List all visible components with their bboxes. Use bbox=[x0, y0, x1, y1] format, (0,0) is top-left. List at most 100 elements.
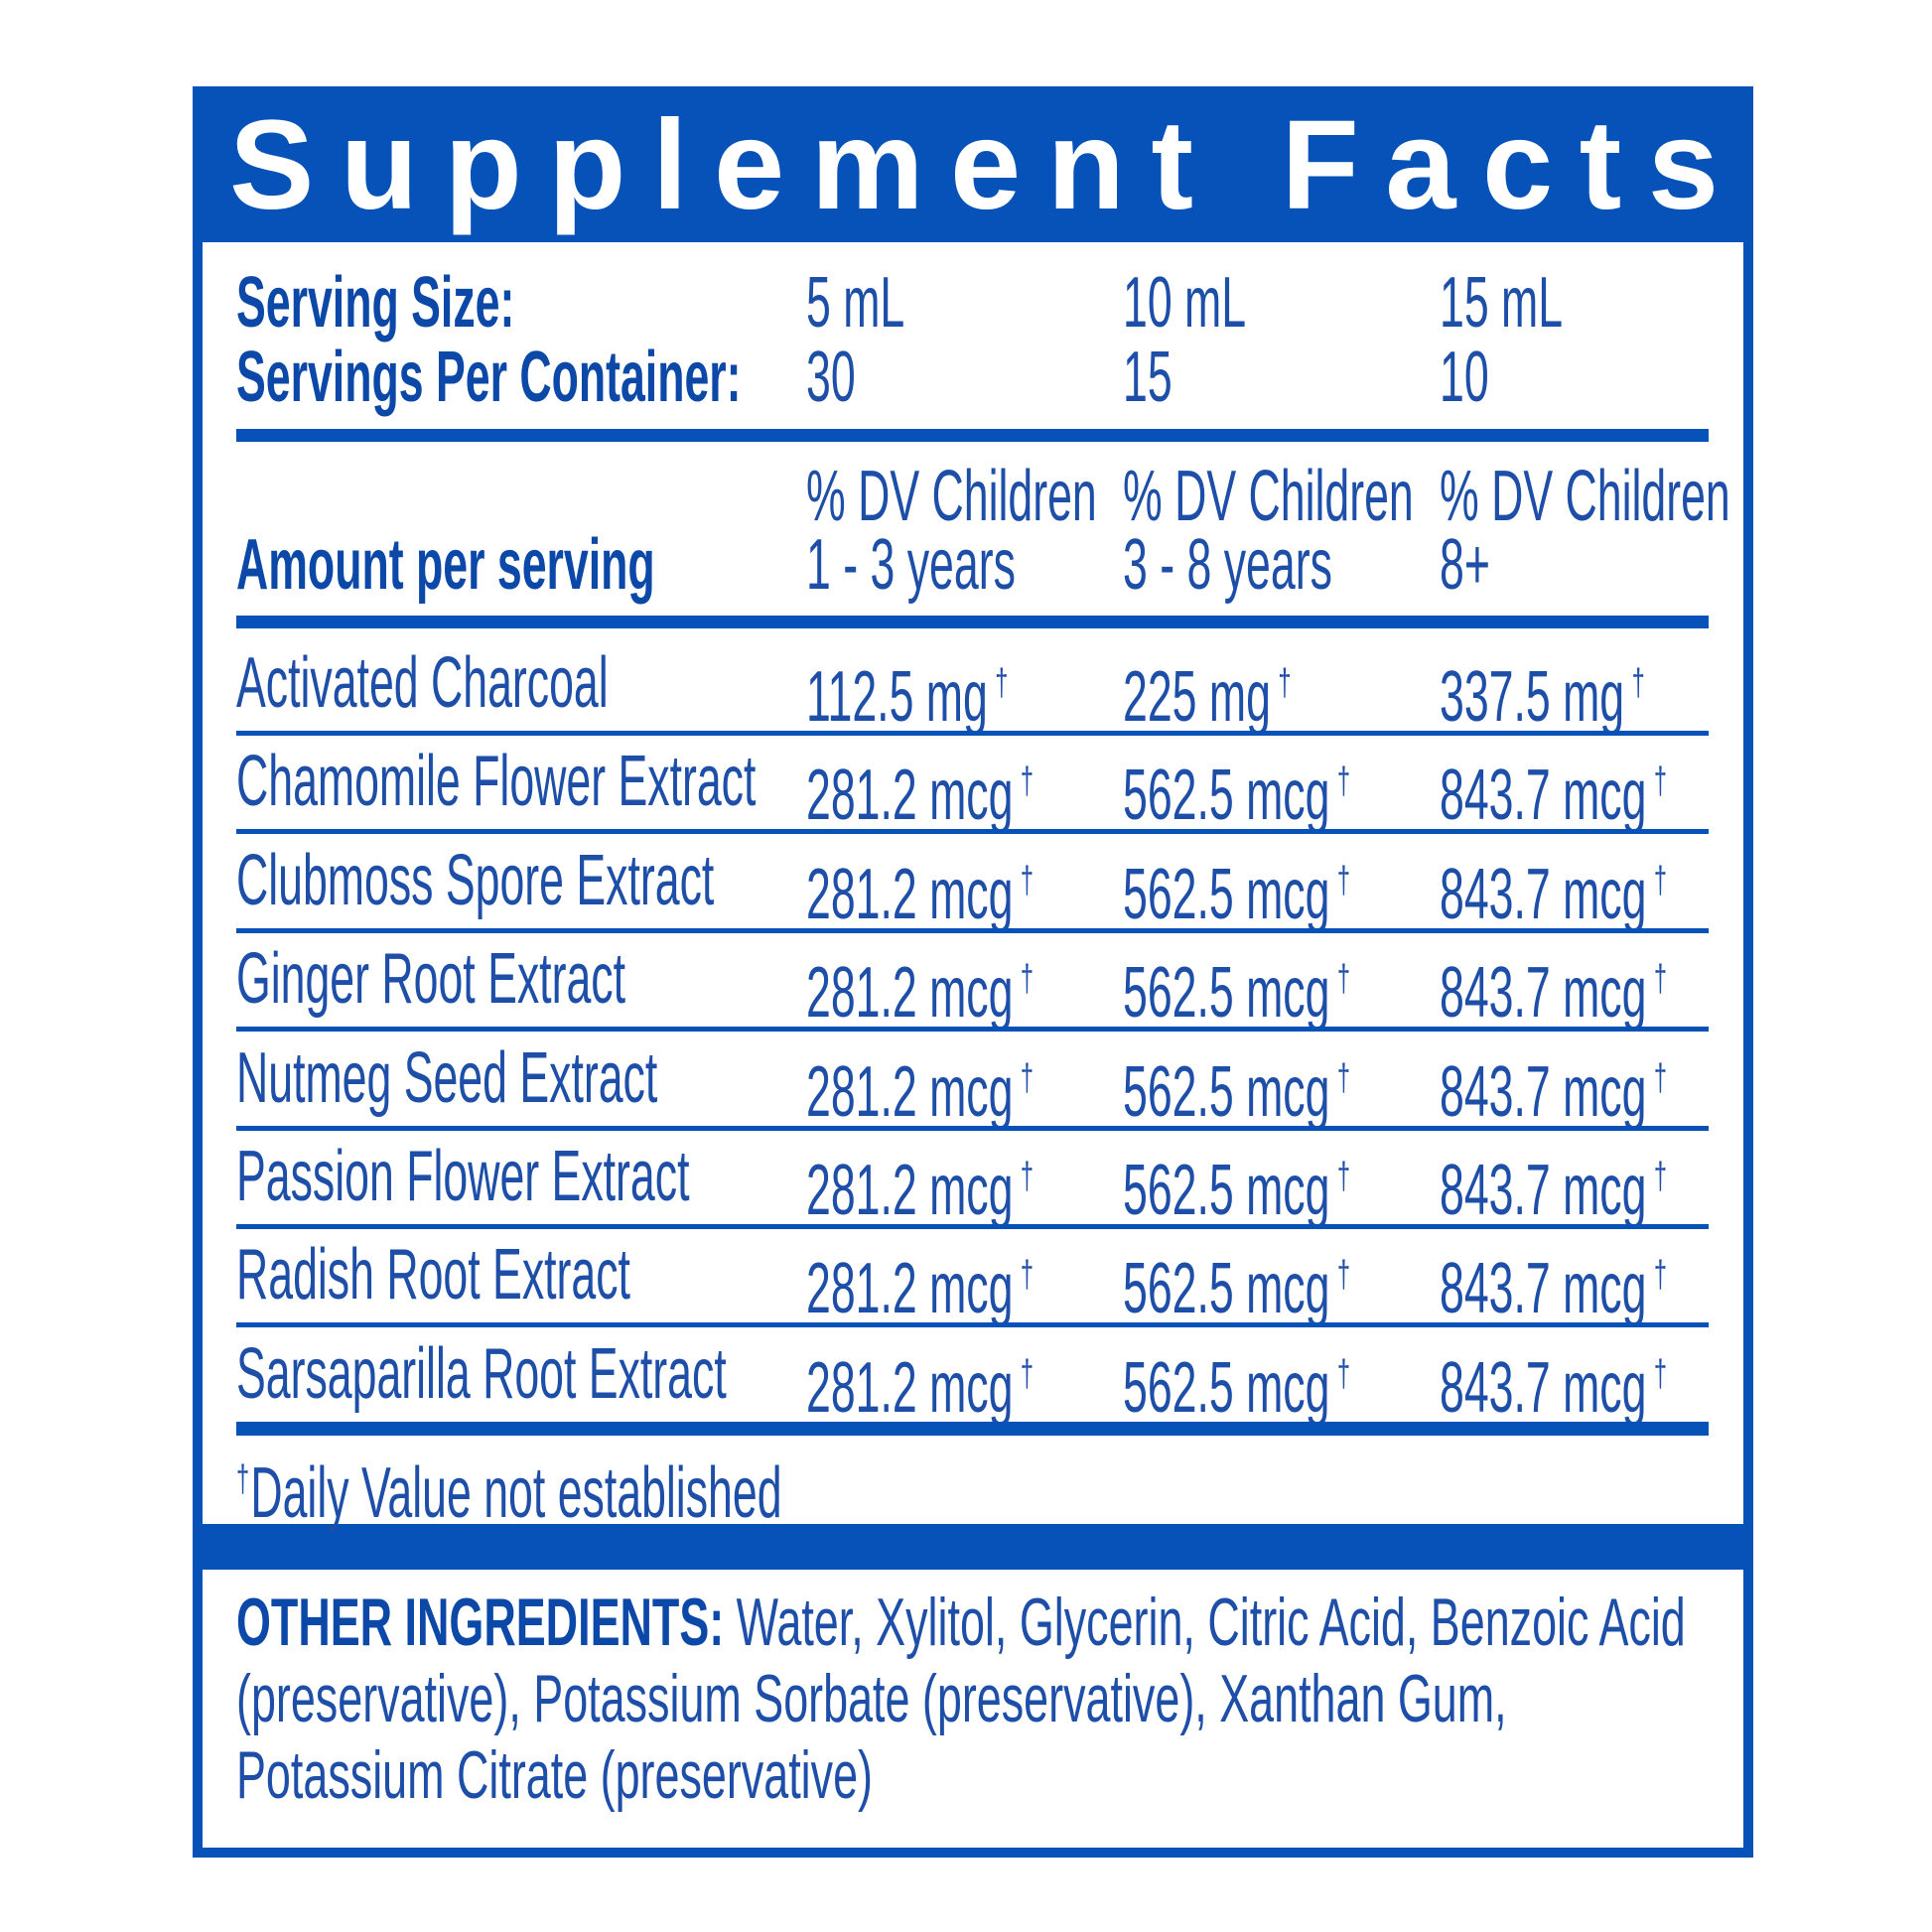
dagger: † bbox=[1336, 1254, 1350, 1297]
dagger: † bbox=[1020, 1156, 1034, 1197]
dagger: † bbox=[1653, 859, 1667, 901]
ingredient-name: Ginger Root Extract bbox=[236, 939, 625, 1020]
amount-cell: 112.5 mg † bbox=[806, 638, 1008, 742]
amount: 281.2 mcg bbox=[806, 854, 1014, 934]
ingredient-name: Clubmoss Spore Extract bbox=[236, 840, 715, 920]
title-svg: Supplement Facts bbox=[229, 94, 1719, 236]
amount: 843.7 mcg bbox=[1440, 854, 1647, 934]
amount-cell: 562.5 mcg † bbox=[1123, 1329, 1350, 1433]
dagger: † bbox=[1653, 760, 1667, 803]
serving-size-label: Serving Size: bbox=[236, 263, 515, 343]
amount-cell: 281.2 mcg † bbox=[806, 1034, 1034, 1137]
amount-cell: 843.7 mcg † bbox=[1440, 934, 1667, 1037]
amount-cell: 281.2 mcg † bbox=[806, 934, 1034, 1037]
servings-per-container: 30 bbox=[806, 338, 856, 417]
amount: 843.7 mcg bbox=[1440, 756, 1647, 836]
separator-band bbox=[193, 1524, 1753, 1570]
amount: 562.5 mcg bbox=[1123, 953, 1330, 1034]
servings-per-container-label: Servings Per Container: bbox=[236, 338, 742, 417]
dagger: † bbox=[1020, 1056, 1034, 1099]
amount-cell: 281.2 mcg † bbox=[806, 836, 1034, 939]
other-ingredients-label: OTHER INGREDIENTS: bbox=[236, 1585, 725, 1660]
rule bbox=[236, 1125, 1709, 1131]
dv-header: 3 - 8 years bbox=[1123, 525, 1332, 605]
amount-cell: 562.5 mcg † bbox=[1123, 934, 1350, 1037]
amount-label: Amount per serving bbox=[236, 525, 655, 605]
amount-cell: 843.7 mcg † bbox=[1440, 1034, 1667, 1137]
dagger: † bbox=[1336, 1056, 1350, 1099]
amount-cell: 843.7 mcg † bbox=[1440, 1230, 1667, 1333]
amount-cell: 225 mg † bbox=[1123, 638, 1291, 742]
other-ingredients: OTHER INGREDIENTS: Water, Xylitol, Glyce… bbox=[236, 1585, 1711, 1814]
amount: 281.2 mcg bbox=[806, 1051, 1014, 1132]
ingredient-name: Chamomile Flower Extract bbox=[236, 742, 757, 822]
amount: 843.7 mcg bbox=[1440, 1051, 1647, 1132]
amount: 112.5 mg bbox=[806, 657, 988, 737]
rule bbox=[236, 829, 1709, 835]
dv-header: % DV Children bbox=[806, 457, 1097, 536]
amount: 843.7 mcg bbox=[1440, 1151, 1647, 1230]
ingredient-name: Activated Charcoal bbox=[236, 643, 609, 723]
dv-header: % DV Children bbox=[1123, 457, 1414, 536]
servings-per-container: 15 bbox=[1123, 338, 1173, 417]
dagger: † bbox=[1020, 760, 1034, 803]
rule bbox=[236, 1224, 1709, 1229]
dagger: † bbox=[1336, 958, 1350, 1001]
rule bbox=[236, 1422, 1709, 1436]
dagger: † bbox=[1653, 1254, 1667, 1297]
amount: 281.2 mcg bbox=[806, 1347, 1014, 1428]
ingredient-name: Sarsaparilla Root Extract bbox=[236, 1333, 727, 1414]
amount-cell: 562.5 mcg † bbox=[1123, 1132, 1350, 1235]
other-ingredients-text: Water, Xylitol, Glycerin, Citric Acid, B… bbox=[236, 1585, 1686, 1813]
amount: 843.7 mcg bbox=[1440, 1249, 1647, 1329]
dagger: † bbox=[995, 662, 1009, 704]
amount: 562.5 mcg bbox=[1123, 1051, 1330, 1132]
footnote: †Daily Value not established bbox=[236, 1435, 782, 1538]
dagger: † bbox=[1020, 1254, 1034, 1297]
amount-cell: 281.2 mcg † bbox=[806, 1132, 1034, 1235]
amount-cell: 337.5 mg † bbox=[1440, 638, 1645, 742]
amount-cell: 281.2 mcg † bbox=[806, 1329, 1034, 1433]
serving-size: 5 mL bbox=[806, 263, 905, 343]
dv-header: 1 - 3 years bbox=[806, 525, 1016, 605]
amount: 562.5 mcg bbox=[1123, 1347, 1330, 1428]
dagger: † bbox=[1653, 958, 1667, 1001]
amount: 225 mg bbox=[1123, 657, 1271, 737]
dagger: † bbox=[1653, 1352, 1667, 1395]
serving-size: 15 mL bbox=[1440, 263, 1564, 343]
ingredient-name: Nutmeg Seed Extract bbox=[236, 1037, 658, 1118]
dagger: † bbox=[1336, 760, 1350, 803]
dagger: † bbox=[1020, 859, 1034, 901]
amount-cell: 562.5 mcg † bbox=[1123, 1230, 1350, 1333]
dagger: † bbox=[1336, 1156, 1350, 1197]
rule bbox=[236, 731, 1709, 736]
ingredient-name: Radish Root Extract bbox=[236, 1235, 630, 1315]
amount: 281.2 mcg bbox=[806, 953, 1014, 1034]
rule bbox=[236, 927, 1709, 933]
dagger: † bbox=[1020, 958, 1034, 1001]
dagger: † bbox=[1278, 662, 1292, 704]
title-band bbox=[193, 86, 1753, 242]
amount-cell: 281.2 mcg † bbox=[806, 1230, 1034, 1333]
footnote-text: Daily Value not established bbox=[250, 1453, 782, 1533]
amount-cell: 562.5 mcg † bbox=[1123, 737, 1350, 840]
rule bbox=[236, 1322, 1709, 1328]
amount-cell: 843.7 mcg † bbox=[1440, 1132, 1667, 1235]
rule bbox=[236, 429, 1709, 442]
rule bbox=[236, 1027, 1709, 1033]
amount-cell: 281.2 mcg † bbox=[806, 737, 1034, 840]
dv-header: % DV Children bbox=[1440, 457, 1730, 536]
rule bbox=[236, 616, 1709, 628]
amount: 562.5 mcg bbox=[1123, 854, 1330, 934]
amount-cell: 843.7 mcg † bbox=[1440, 737, 1667, 840]
ingredient-name: Passion Flower Extract bbox=[236, 1137, 690, 1216]
dagger: † bbox=[1653, 1156, 1667, 1197]
amount: 281.2 mcg bbox=[806, 1249, 1014, 1329]
amount: 843.7 mcg bbox=[1440, 1347, 1647, 1428]
title: Supplement Facts bbox=[229, 94, 1719, 236]
dagger: † bbox=[1631, 662, 1645, 704]
amount: 281.2 mcg bbox=[806, 1151, 1014, 1230]
amount: 843.7 mcg bbox=[1440, 953, 1647, 1034]
dv-header: 8+ bbox=[1440, 525, 1490, 605]
